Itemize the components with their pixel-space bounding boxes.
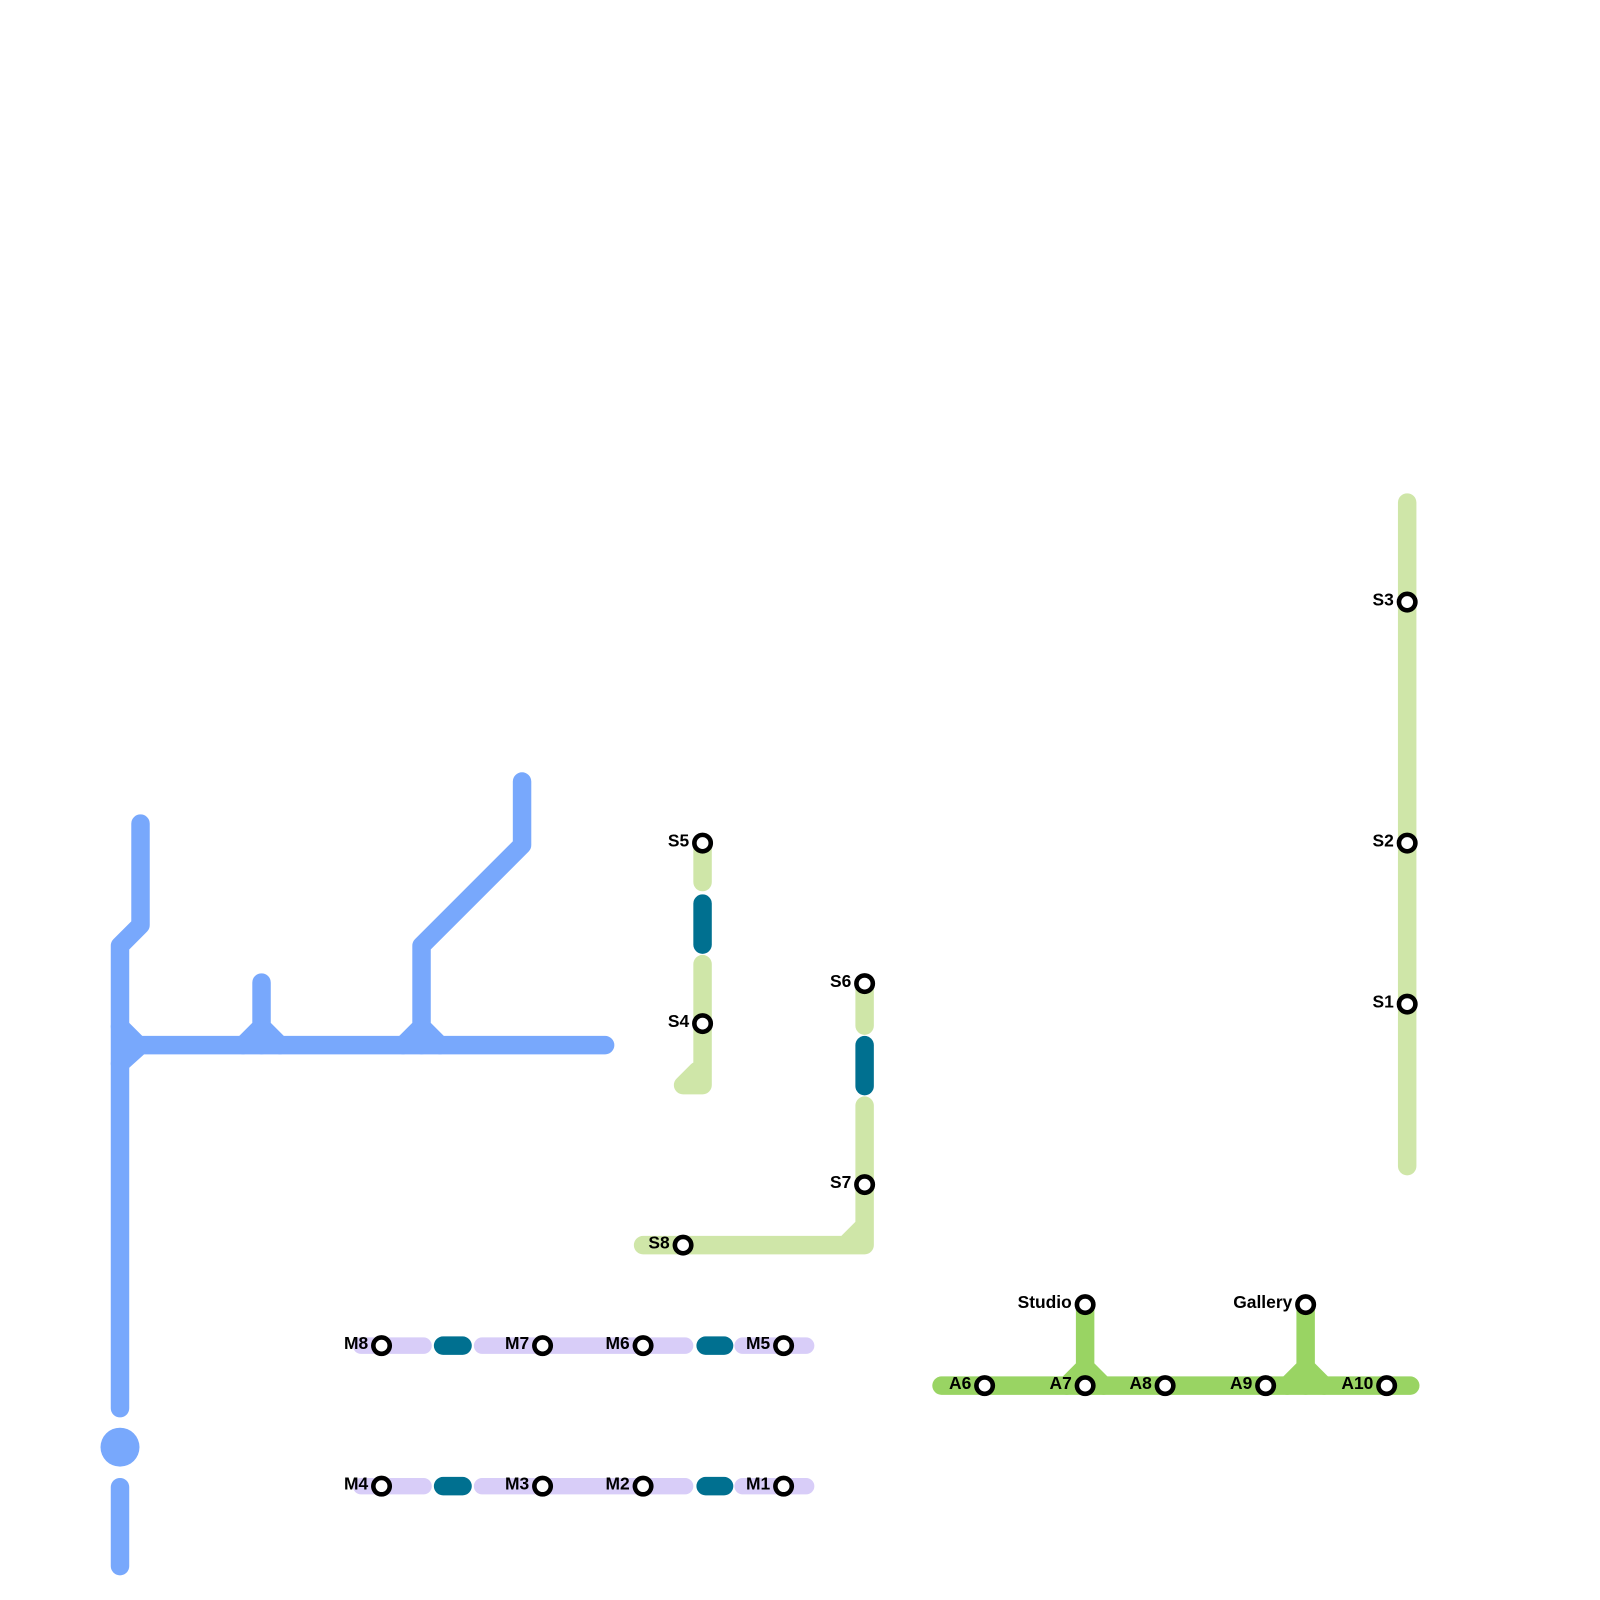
- line-segment: [110, 814, 150, 1418]
- station[interactable]: [1074, 1294, 1096, 1316]
- station[interactable]: [1154, 1375, 1176, 1397]
- station[interactable]: [773, 1475, 795, 1497]
- station-label: M2: [606, 1474, 630, 1494]
- station-label: M8: [344, 1333, 369, 1353]
- station[interactable]: [1396, 993, 1418, 1015]
- station[interactable]: [1396, 832, 1418, 854]
- station-label: Gallery: [1233, 1292, 1292, 1312]
- station[interactable]: [692, 832, 714, 854]
- station-label: M6: [606, 1333, 631, 1353]
- station-label: A8: [1130, 1373, 1153, 1393]
- line-segment: [110, 1017, 148, 1055]
- station-label: M1: [746, 1474, 771, 1494]
- station-label: A9: [1230, 1373, 1253, 1393]
- station-label: S2: [1373, 831, 1394, 851]
- line-segment: [110, 1035, 615, 1073]
- blue-line: [100, 772, 615, 1576]
- line-segment: [393, 772, 532, 1055]
- stations: S1 S2 S3 S4 S5 S6 S7 S8 M1 M2 M3 M4 M5 M6 M7 M8 A6 A7 A8 A9…: [344, 590, 1418, 1497]
- station[interactable]: [1295, 1294, 1317, 1316]
- station-label: M7: [505, 1333, 529, 1353]
- station-label: S8: [648, 1233, 670, 1253]
- station[interactable]: [532, 1335, 554, 1357]
- station[interactable]: [773, 1335, 795, 1357]
- station-label: S3: [1373, 590, 1395, 610]
- station[interactable]: [974, 1375, 996, 1397]
- station-label: S1: [1373, 992, 1395, 1012]
- station-label: M4: [344, 1474, 369, 1494]
- green-line: [932, 1295, 1420, 1395]
- station[interactable]: [1396, 591, 1418, 613]
- station-label: A6: [949, 1373, 972, 1393]
- terminal-dot: [100, 1427, 140, 1467]
- station-label: S4: [668, 1011, 690, 1031]
- line-segment: [633, 1096, 874, 1255]
- station[interactable]: [532, 1475, 554, 1497]
- station-label: S6: [830, 971, 852, 991]
- station-label: A7: [1050, 1373, 1072, 1393]
- station-label: S7: [830, 1172, 851, 1192]
- station[interactable]: [632, 1475, 654, 1497]
- station-label: A10: [1341, 1373, 1373, 1393]
- station[interactable]: [1074, 1375, 1096, 1397]
- station[interactable]: [854, 1174, 876, 1196]
- station[interactable]: [1376, 1375, 1398, 1397]
- line-segment: [1057, 1295, 1113, 1395]
- station[interactable]: [632, 1335, 654, 1357]
- lavender-line: [352, 1337, 815, 1495]
- line-segment: [233, 973, 290, 1055]
- station[interactable]: [692, 1013, 714, 1035]
- sage-line: [633, 493, 1417, 1255]
- station-label: S5: [668, 831, 690, 851]
- line-segment: [1277, 1295, 1334, 1395]
- connectors: [433, 894, 874, 1496]
- station-label: M5: [746, 1333, 771, 1353]
- station[interactable]: [371, 1335, 393, 1357]
- station[interactable]: [1255, 1375, 1277, 1397]
- station-label: M3: [505, 1474, 530, 1494]
- station[interactable]: [371, 1475, 393, 1497]
- station-label: Studio: [1018, 1292, 1072, 1312]
- station[interactable]: [854, 973, 876, 995]
- station[interactable]: [672, 1234, 694, 1256]
